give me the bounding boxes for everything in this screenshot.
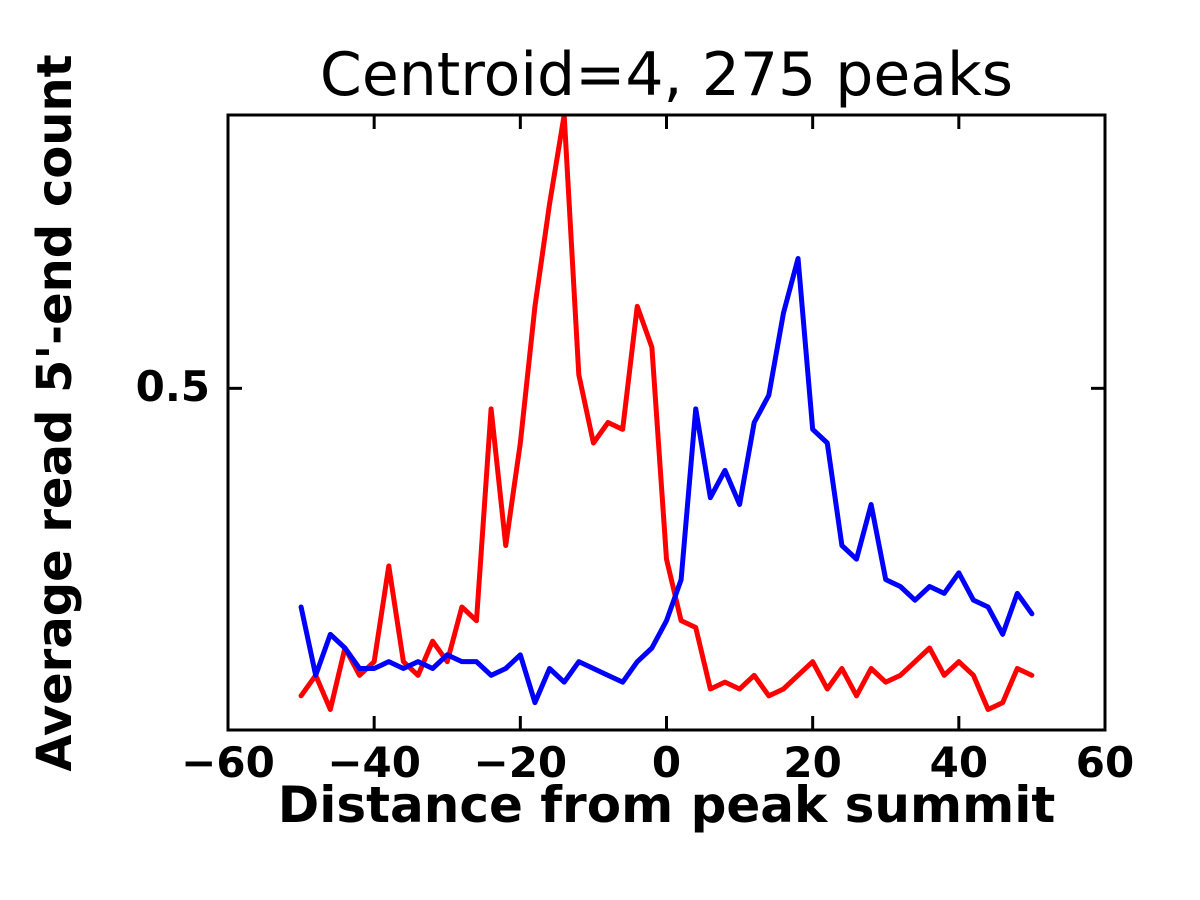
x-tick-label: −20 — [473, 738, 568, 787]
y-axis-label: Average read 5'-end count — [27, 54, 83, 772]
x-tick-label: 20 — [783, 738, 842, 787]
chart-title: Centroid=4, 275 peaks — [319, 40, 1014, 110]
x-tick-label: −60 — [181, 738, 275, 787]
x-tick-label: 0 — [651, 738, 682, 787]
series-blue-line — [298, 256, 1035, 706]
y-tick-label: 0.5 — [135, 362, 210, 411]
x-axis-label: Distance from peak summit — [277, 776, 1056, 834]
x-tick-label: 60 — [1075, 738, 1135, 787]
axes-border — [226, 113, 1107, 732]
x-tick-label: 40 — [929, 738, 989, 787]
x-tick-label: −40 — [327, 738, 421, 787]
